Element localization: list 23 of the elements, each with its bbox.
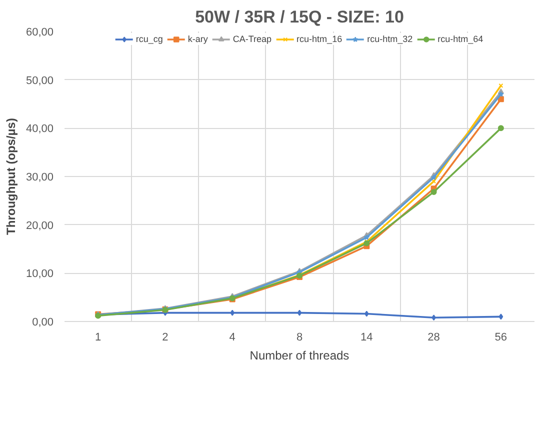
y-tick-label: 30,00 — [26, 172, 54, 184]
y-tick-label: 10,00 — [26, 268, 54, 280]
chart-title: 50W / 35R / 15Q - SIZE: 10 — [195, 8, 404, 26]
x-tick-label: 4 — [229, 332, 236, 344]
legend-label: rcu-htm_64 — [438, 33, 484, 45]
legend-label: rcu-htm_16 — [296, 33, 342, 45]
legend-label: rcu-htm_32 — [367, 33, 413, 45]
x-tick-label: 56 — [494, 332, 508, 344]
y-tick-label: 60,00 — [26, 26, 54, 38]
x-tick-label: 14 — [360, 332, 373, 344]
y-tick-label: 0,00 — [32, 316, 54, 328]
legend-label: CA-Treap — [232, 33, 272, 45]
y-tick-label: 50,00 — [26, 74, 54, 87]
x-tick-label: 8 — [296, 332, 303, 344]
x-tick-label: 28 — [428, 332, 440, 344]
y-tick-label: 20,00 — [26, 220, 54, 232]
x-tick-label: 1 — [95, 332, 102, 344]
legend-label: k-ary — [188, 33, 208, 45]
legend-label: rcu_cg — [136, 33, 163, 45]
y-tick-label: 40,00 — [26, 123, 54, 136]
x-tick-label: 2 — [162, 332, 168, 344]
x-axis-title: Number of threads — [250, 348, 350, 362]
y-axis-title: Throughput (ops/µs) — [4, 118, 18, 235]
